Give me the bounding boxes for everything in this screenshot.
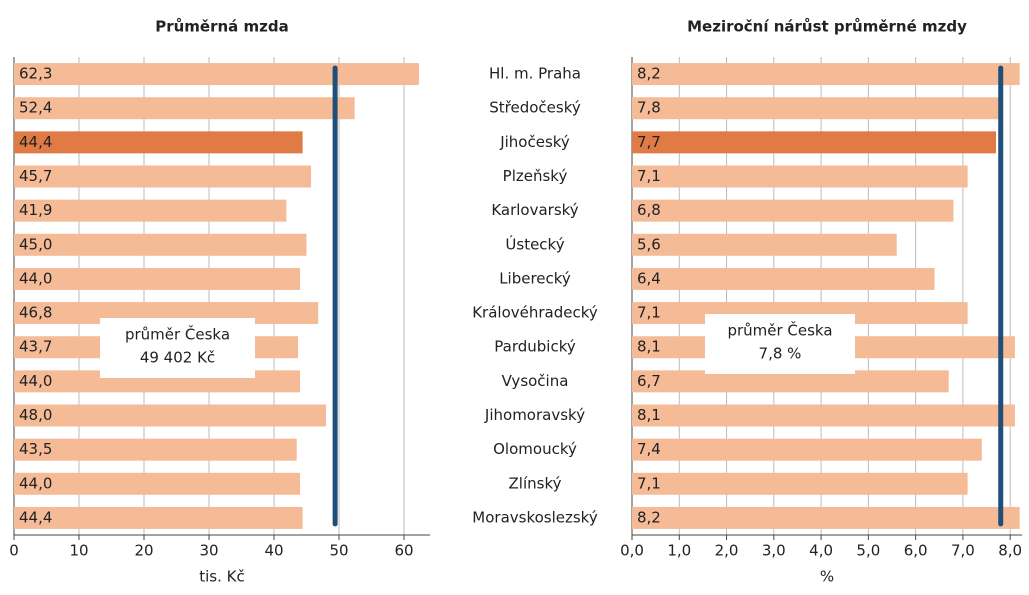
bar (14, 131, 303, 154)
bar (632, 370, 949, 393)
bar (14, 199, 287, 222)
bar (632, 506, 1020, 529)
bar (14, 165, 312, 188)
bar (632, 165, 968, 188)
bar (14, 267, 300, 290)
category-label: Vysočina (502, 372, 569, 390)
bar (632, 97, 1001, 120)
annotation: průměr Česka (125, 325, 230, 344)
value-label: 6,7 (637, 372, 661, 390)
value-label: 8,2 (637, 508, 661, 526)
bar (632, 438, 982, 461)
category-label: Ústecký (505, 234, 564, 253)
category-label: Jihočeský (499, 133, 570, 151)
x-tick-label: 50 (329, 542, 348, 560)
x-tick-label: 60 (394, 542, 413, 560)
category-label: Středočeský (489, 99, 581, 117)
bar (14, 97, 355, 120)
value-label: 41,9 (19, 201, 52, 219)
value-label: 7,1 (637, 304, 661, 322)
bar (14, 404, 326, 427)
value-label: 7,7 (637, 133, 661, 151)
category-label: Liberecký (499, 269, 571, 287)
value-label: 8,1 (637, 338, 661, 356)
category-label: Moravskoslezský (472, 508, 598, 526)
x-axis-title: % (820, 568, 834, 586)
value-label: 5,6 (637, 235, 661, 253)
bar (14, 438, 297, 461)
bar (632, 404, 1015, 427)
category-label: Pardubický (494, 338, 576, 356)
value-label: 45,7 (19, 167, 52, 185)
value-label: 8,1 (637, 406, 661, 424)
x-tick-label: 40 (264, 542, 283, 560)
category-label: Olomoucký (493, 440, 577, 458)
annotation-box (705, 314, 855, 374)
annotation: průměr Česka (727, 321, 832, 340)
category-label: Karlovarský (491, 201, 578, 219)
x-tick-label: 5,0 (856, 542, 880, 560)
value-label: 8,2 (637, 65, 661, 83)
value-label: 7,1 (637, 167, 661, 185)
x-tick-label: 0,0 (620, 542, 644, 560)
x-tick-label: 6,0 (904, 542, 928, 560)
value-label: 44,0 (19, 269, 52, 287)
value-label: 45,0 (19, 235, 52, 253)
value-label: 7,1 (637, 474, 661, 492)
chart-title: Meziroční nárůst průměrné mzdy (687, 18, 967, 36)
value-label: 43,5 (19, 440, 52, 458)
bar (632, 233, 897, 256)
x-tick-label: 30 (199, 542, 218, 560)
x-tick-label: 4,0 (809, 542, 833, 560)
category-label: Zlínský (509, 474, 562, 492)
value-label: 52,4 (19, 99, 52, 117)
value-label: 46,8 (19, 304, 52, 322)
value-label: 48,0 (19, 406, 52, 424)
x-axis-title: tis. Kč (199, 568, 244, 586)
category-label: Jihomoravský (484, 406, 585, 424)
category-label: Plzeňský (503, 167, 568, 185)
x-tick-label: 2,0 (715, 542, 739, 560)
x-tick-label: 10 (69, 542, 88, 560)
bar (14, 233, 307, 256)
bar (14, 472, 300, 495)
value-label: 44,4 (19, 133, 52, 151)
value-label: 6,4 (637, 269, 661, 287)
value-label: 43,7 (19, 338, 52, 356)
value-label: 44,4 (19, 508, 52, 526)
annotation: 7,8 % (759, 345, 802, 363)
value-label: 7,4 (637, 440, 661, 458)
bar (632, 472, 968, 495)
value-label: 44,0 (19, 474, 52, 492)
bar (14, 63, 419, 86)
bar (632, 63, 1020, 86)
bar (14, 506, 303, 529)
category-label: Královéhradecký (472, 304, 598, 322)
x-tick-label: 8,0 (998, 542, 1022, 560)
x-tick-label: 3,0 (762, 542, 786, 560)
x-tick-label: 1,0 (667, 542, 691, 560)
bar (632, 199, 954, 222)
bar (632, 267, 935, 290)
x-tick-label: 0 (9, 542, 19, 560)
annotation: 49 402 Kč (140, 349, 215, 367)
value-label: 7,8 (637, 99, 661, 117)
chart-title: Průměrná mzda (155, 18, 289, 36)
annotation-box (100, 318, 255, 378)
value-label: 6,8 (637, 201, 661, 219)
value-label: 44,0 (19, 372, 52, 390)
x-tick-label: 20 (134, 542, 153, 560)
value-label: 62,3 (19, 65, 52, 83)
category-label: Hl. m. Praha (489, 65, 581, 83)
x-tick-label: 7,0 (951, 542, 975, 560)
bar (632, 131, 996, 154)
